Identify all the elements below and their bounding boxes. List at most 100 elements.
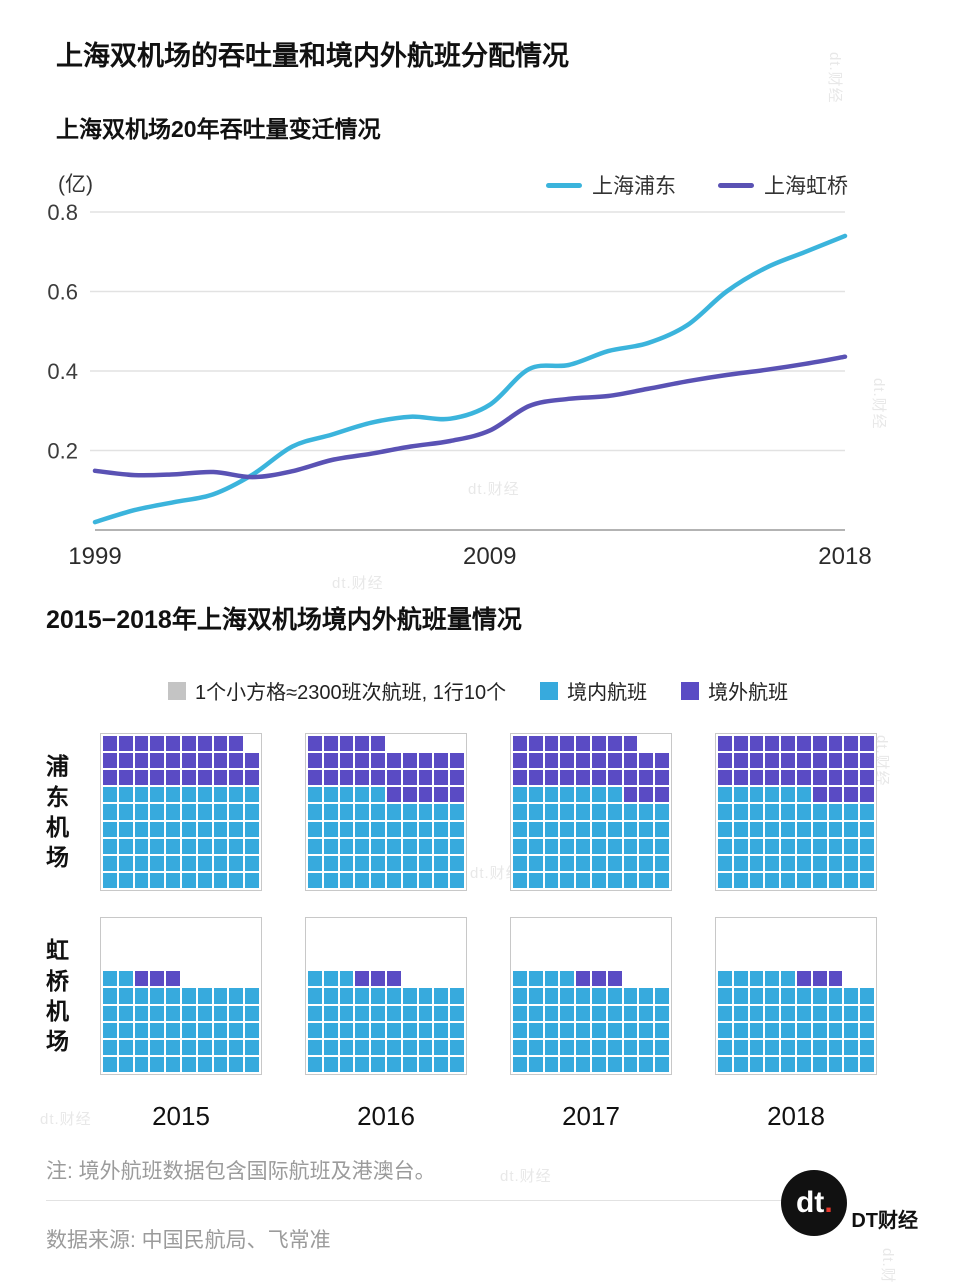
waffle-cell [844,1005,859,1021]
waffle-cell [355,821,370,837]
waffle-cell [718,804,732,820]
waffle-cell [308,937,322,952]
waffle-cell [733,855,748,871]
waffle-cell [655,971,669,986]
waffle-cell [592,937,606,952]
waffle-cell [781,787,795,803]
waffle-cell [592,954,606,969]
waffle-cell [844,1022,859,1038]
waffle-cell [765,1005,780,1021]
waffle-cell [828,838,843,854]
waffle-cell [214,920,228,935]
waffle-cell [245,1056,259,1072]
waffle-cell [608,920,622,935]
waffle-cell [450,988,464,1004]
waffle-cell [844,855,859,871]
waffle-cell [623,855,638,871]
waffle-cell [166,753,180,769]
waffle-cell [166,937,180,952]
waffle-cell [639,954,653,969]
waffle-cell [592,838,606,854]
waffle-cell [576,988,590,1004]
waffle-cell [150,770,165,786]
waffle-cell [639,821,654,837]
waffle-cell [560,1005,575,1021]
waffle-cell [150,753,165,769]
waffle-cell [718,787,732,803]
waffle-cell [860,954,874,969]
waffle-cell [781,1039,795,1055]
waffle-cell [197,753,212,769]
waffle-cell [323,804,338,820]
waffle-cell [655,838,669,854]
waffle-cell [213,1056,228,1072]
waffle-cell [229,855,244,871]
waffle-cell [829,937,843,952]
waffle-cell [749,804,764,820]
waffle-cell [860,1005,874,1021]
waffle-cell [323,988,338,1004]
waffle-cell [844,838,859,854]
waffle-cell [308,804,322,820]
waffle-cell [245,804,259,820]
waffle-cell [182,971,196,986]
waffle-cell [134,821,149,837]
waffle-cell [592,787,606,803]
waffle-cell [150,872,165,888]
waffle-cell [844,937,858,952]
waffle-cell [607,1022,622,1038]
watermark: dt.财经 [879,1248,896,1284]
waffle-cell [513,954,527,969]
waffle-cell [544,1022,559,1038]
waffle-cell [387,855,401,871]
waffle-cell [860,1039,874,1055]
waffle-cell [655,1039,669,1055]
waffle-cell [434,920,448,935]
waffle-cell [340,937,354,952]
footer-divider [46,1200,818,1201]
svg-text:2018: 2018 [818,543,871,570]
waffle-cell [419,954,433,969]
waffle-cell [229,821,244,837]
waffle-cell [592,855,606,871]
waffle-cell [528,787,543,803]
waffle-cell [214,937,228,952]
waffle-cell [513,1005,527,1021]
waffle-cell [828,971,843,987]
waffle-cell [828,1039,843,1055]
legend-item-cell-note: 1个小方格≈2300班次航班, 1行10个 [168,676,506,705]
waffle-cell [655,855,669,871]
waffle-cell [797,872,811,888]
waffle-cell [213,838,228,854]
waffle-cell [860,838,874,854]
waffle-cell [182,804,196,820]
waffle-cell [134,753,149,769]
waffle-cell [749,736,764,752]
waffle-cell [749,872,764,888]
waffle-cell [434,770,449,786]
watermark: dt.财经 [826,52,843,104]
waffle-cell [749,1022,764,1038]
waffle-cell [749,855,764,871]
waffle-cell [150,804,165,820]
waffle-cell [371,971,385,987]
waffle-cell [418,787,433,803]
waffle-cell [197,787,212,803]
waffle-cell [560,821,575,837]
waffle-cell [118,838,133,854]
waffle-cell [608,937,622,952]
waffle-cell [103,1039,117,1055]
waffle-cell [118,787,133,803]
waffle-cell [434,736,448,751]
waffle-cell [576,753,590,769]
waffle-cell [166,770,180,786]
waffle-cell [733,1039,748,1055]
waffle-cell [529,920,543,935]
waffle-cell [860,753,874,769]
waffle-cell [197,770,212,786]
waffle-cell [134,1022,149,1038]
waffle-cell [229,872,244,888]
waffle-cell [797,920,811,935]
waffle-cell [118,971,133,987]
waffle-cell [560,1039,575,1055]
